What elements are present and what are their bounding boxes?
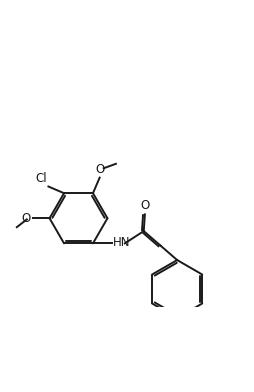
Text: HN: HN: [113, 236, 130, 249]
Text: O: O: [95, 163, 104, 176]
Text: O: O: [22, 212, 31, 225]
Text: O: O: [140, 199, 149, 212]
Text: Cl: Cl: [35, 172, 46, 185]
